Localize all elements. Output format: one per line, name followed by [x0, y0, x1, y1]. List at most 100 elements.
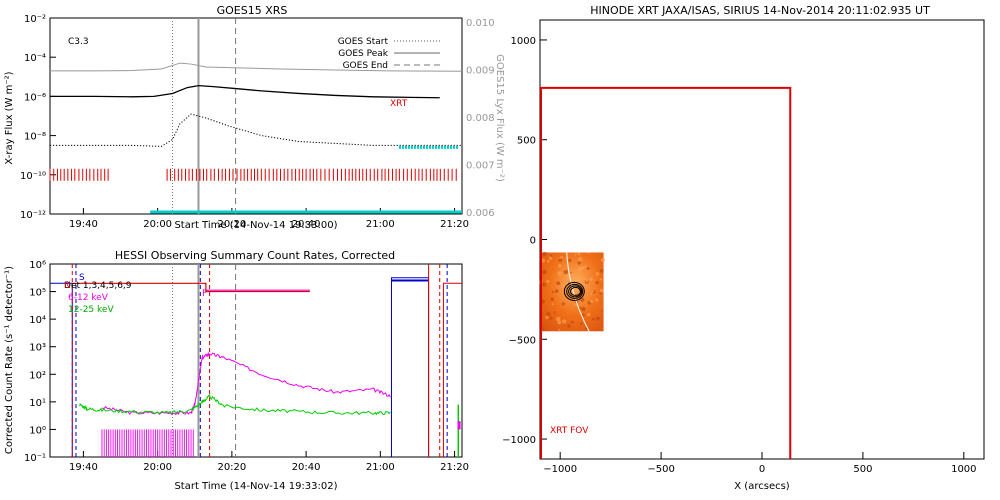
xrt-image-speckle: [574, 253, 578, 257]
goes-y-tick: 10⁻²: [24, 14, 46, 25]
goes-y-tick: 10⁻¹²: [20, 210, 46, 221]
xrt-image-speckle: [589, 300, 593, 304]
hessi-flag-f: F: [202, 289, 207, 299]
xrt-image-speckle: [554, 289, 559, 293]
xrt-image-speckle: [577, 261, 581, 265]
goes-right-axis-label: GOES15 Lyx Flux (W m⁻²): [494, 54, 505, 182]
hessi-legend-6-12: 6-12 keV: [68, 293, 109, 303]
xrt-y-tick: 1000: [511, 36, 536, 47]
xrt-image-speckle: [599, 268, 604, 273]
xrt-image-speckle: [548, 256, 553, 260]
xrt-contour: [566, 283, 584, 299]
xrt-x-tick: 1000: [951, 464, 976, 475]
xrt-image-speckle: [558, 328, 561, 331]
xrt-image-speckle: [578, 257, 583, 262]
xrt-image-speckle: [577, 252, 581, 256]
goes-y-tick: 10⁻⁸: [24, 132, 46, 143]
xrt-image-speckle: [542, 327, 545, 330]
xrt-image-speckle: [587, 252, 590, 254]
goes-x-tick: 21:00: [366, 219, 395, 230]
xrt-y-tick: −1000: [502, 435, 536, 446]
hessi-data-marks: [50, 264, 462, 457]
hessi-legend-det: Det 1,3,4,5,6,9: [64, 281, 132, 291]
xrt-image-speckle: [580, 322, 583, 326]
xrt-image-speckle: [557, 271, 563, 276]
goes-x-tick-labels: 19:40 20:00 20:20 20:40 21:00 21:20: [69, 208, 469, 230]
xrt-x-tick: 0: [759, 464, 765, 475]
goes-right-tick: 0.008: [466, 113, 495, 124]
xrt-image-speckle: [553, 311, 556, 314]
xrt-image-speckle: [557, 320, 562, 325]
xrt-image-speckle: [581, 266, 585, 270]
hessi-x-tick: 21:20: [440, 462, 469, 473]
xrt-image-speckle: [569, 271, 572, 274]
legend-goes-peak: GOES Peak: [338, 49, 388, 59]
xrt-y-tick: −500: [509, 335, 536, 346]
hessi-y-tick: 10⁴: [29, 315, 46, 326]
xrt-image-speckle: [595, 271, 600, 276]
goes-x-tick: 21:20: [440, 219, 469, 230]
goes-series-1: [50, 113, 462, 147]
goes-legend: GOES Start GOES Peak GOES End: [338, 37, 440, 71]
xrt-image-speckle: [565, 274, 570, 278]
xrt-x-tick: 500: [853, 464, 872, 475]
xrt-image-speckle: [592, 317, 595, 321]
hessi-y-tick: 10⁻¹: [24, 453, 46, 464]
xrt-image-speckle: [546, 260, 550, 263]
xrt-image-speckle: [542, 251, 547, 257]
xrt-image-speckle: [585, 279, 589, 283]
hessi-red-state: [72, 282, 310, 293]
xrt-image-speckle: [601, 310, 603, 312]
hessi-y-tick: 10⁵: [29, 288, 46, 299]
xrt-image-speckle: [541, 282, 547, 287]
xrt-image-speckle: [561, 302, 565, 306]
hessi-red-state-3: [442, 282, 462, 457]
xrt-x-axis-label: X (arcsecs): [734, 481, 790, 492]
hessi-y-tick: 10³: [29, 343, 46, 354]
hessi-y-tick: 10¹: [29, 398, 46, 409]
xrt-image-speckle: [594, 298, 599, 302]
xrt-image-speckle: [602, 327, 605, 330]
hessi-series-0: [101, 351, 391, 416]
xrt-image-speckle: [583, 278, 586, 281]
hessi-x-tick: 20:20: [217, 462, 246, 473]
xrt-image-speckle: [563, 269, 569, 275]
xrt-image-speckle: [599, 288, 604, 293]
xrt-image-speckle: [551, 303, 554, 306]
xrt-x-tick: −500: [647, 464, 674, 475]
goes-data-marks: [49, 18, 463, 214]
goes-x-tick: 19:40: [69, 219, 98, 230]
xrt-image-speckle: [549, 316, 553, 320]
goes-panel: GOES15 XRS 10⁻¹² 10⁻¹⁰ 10⁻⁸ 10⁻⁶ 10⁻⁴ 10⁻² 0.…: [4, 4, 505, 231]
hessi-flag-s: S: [79, 273, 85, 283]
xrt-fov-box: [540, 86, 792, 459]
legend-goes-start: GOES Start: [338, 37, 389, 47]
xrt-image-speckle: [586, 267, 590, 270]
xrt-image-speckle: [546, 311, 551, 317]
goes-x-tick: 20:20: [217, 219, 246, 230]
xrt-y-tick: 0: [530, 236, 536, 247]
xrt-contour: [563, 281, 585, 301]
xrt-image-speckle: [570, 320, 574, 324]
hessi-x-tick: 20:40: [292, 462, 321, 473]
goes-series-0: [50, 84, 440, 99]
goes-y-axis-label: X-ray Flux (W m⁻²): [4, 71, 15, 164]
xrt-image-speckle: [584, 265, 587, 268]
xrt-image-speckle: [557, 264, 562, 268]
xrt-image-speckle: [545, 315, 549, 320]
xrt-image-speckle: [551, 290, 555, 294]
xrt-contour: [568, 285, 583, 298]
hessi-x-tick: 20:00: [143, 462, 172, 473]
goes-y-tick: 10⁻⁴: [24, 53, 46, 64]
xrt-image-speckle: [546, 279, 550, 283]
xrt-image-speckle: [568, 258, 572, 263]
goes-right-tick: 0.009: [466, 66, 495, 77]
xrt-solar-limb: [566, 252, 590, 332]
xrt-image-speckle: [595, 280, 599, 285]
legend-goes-end: GOES End: [343, 61, 388, 71]
goes-x-tick: 20:00: [143, 219, 172, 230]
xrt-image-speckle: [575, 277, 578, 280]
hessi-y-tick: 10²: [29, 370, 46, 381]
xrt-data-marks: [538, 86, 792, 459]
